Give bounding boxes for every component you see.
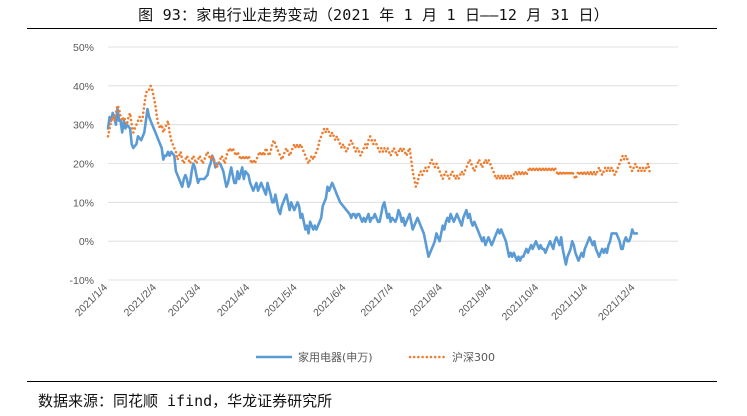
legend-label-0: 家用电器(申万)	[298, 350, 373, 364]
y-tick-label: 30%	[73, 120, 94, 132]
x-tick-label: 2021/3/4	[166, 282, 203, 319]
series-lines	[106, 84, 651, 266]
x-tick-label: 2021/9/4	[456, 282, 493, 319]
x-tick-label: 2021/10/4	[500, 282, 542, 324]
x-tick-label: 2021/2/4	[122, 282, 159, 319]
x-tick-label: 2021/5/4	[262, 282, 299, 319]
figure-title: 图 93：家电行业走势变动（2021 年 1 月 1 日——12 月 31 日）	[138, 6, 609, 24]
x-tick-label: 2021/8/4	[407, 282, 444, 319]
legend: 家用电器(申万) 沪深300	[256, 350, 495, 364]
x-tick-label: 2021/12/4	[596, 282, 638, 324]
y-tick-label: 20%	[73, 159, 94, 171]
x-tick-label: 2021/11/4	[549, 282, 590, 323]
series-line-1	[106, 84, 651, 189]
x-tick-label: 2021/4/4	[215, 282, 252, 319]
y-tick-label: -10%	[69, 275, 94, 287]
x-axis-ticks: 2021/1/4 2021/2/4 2021/3/4 2021/4/4 2021/5/4…	[73, 282, 638, 324]
series-line-0	[106, 107, 639, 266]
y-tick-label: 40%	[73, 81, 94, 93]
x-tick-label: 2021/1/4	[73, 282, 110, 319]
y-tick-label: 0%	[79, 236, 94, 248]
y-tick-label: 50%	[73, 42, 94, 54]
top-rule	[27, 28, 717, 29]
bottom-rule	[27, 381, 717, 382]
legend-label-1: 沪深300	[452, 350, 495, 364]
y-axis-ticks: 50% 40% 30% 20% 10% 0% -10%	[69, 42, 94, 287]
x-tick-label: 2021/6/4	[311, 282, 348, 319]
data-source: 数据来源：同花顺 ifind，华龙证券研究所	[38, 392, 333, 410]
y-tick-label: 10%	[73, 197, 94, 209]
x-tick-label: 2021/7/4	[359, 282, 396, 319]
